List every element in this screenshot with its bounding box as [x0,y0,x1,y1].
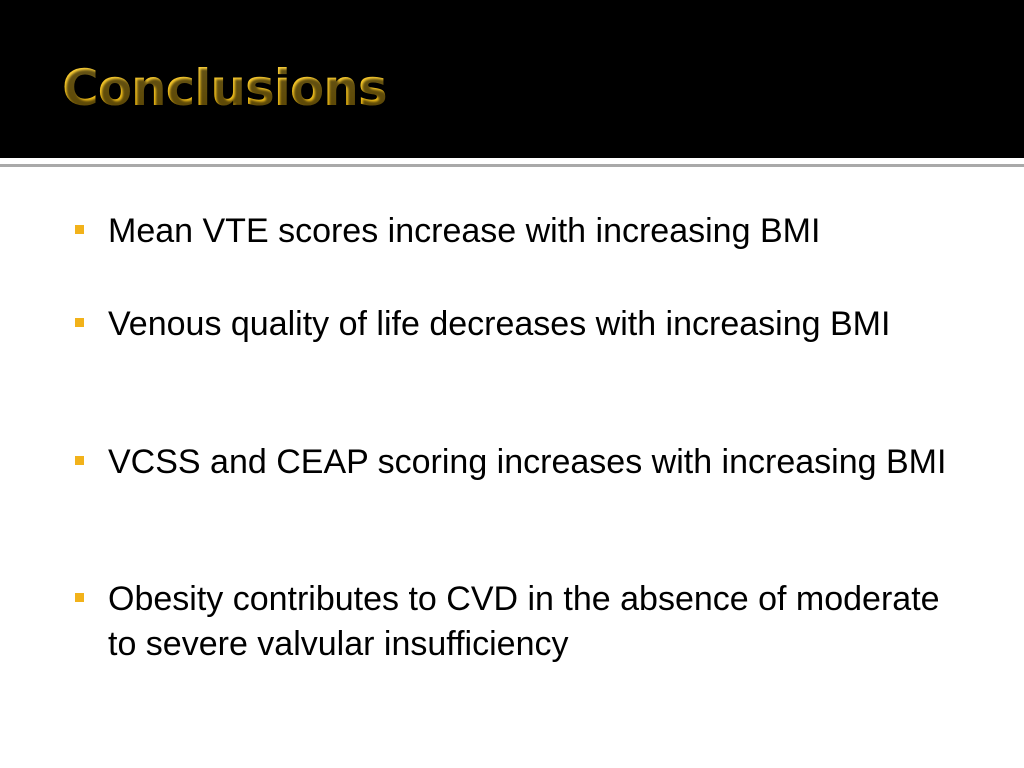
bullet-text: Mean VTE scores increase with increasing… [108,212,821,250]
bullet-text: Obesity contributes to CVD in the absenc… [108,580,940,663]
bullet-item: Mean VTE scores increase with increasing… [75,209,948,254]
square-bullet-icon [75,225,84,234]
bullet-text: Venous quality of life decreases with in… [108,305,891,343]
bullet-item: VCSS and CEAP scoring increases with inc… [75,440,948,485]
square-bullet-icon [75,593,84,602]
title-bar: Conclusions [0,0,1024,158]
title-divider-spacer [0,158,1024,164]
bullet-item: Venous quality of life decreases with in… [75,302,948,347]
square-bullet-icon [75,456,84,465]
title-divider-line [0,164,1024,167]
bullet-text: VCSS and CEAP scoring increases with inc… [108,443,947,481]
bullet-item: Obesity contributes to CVD in the absenc… [75,577,948,667]
slide-title: Conclusions [62,52,388,124]
square-bullet-icon [75,318,84,327]
